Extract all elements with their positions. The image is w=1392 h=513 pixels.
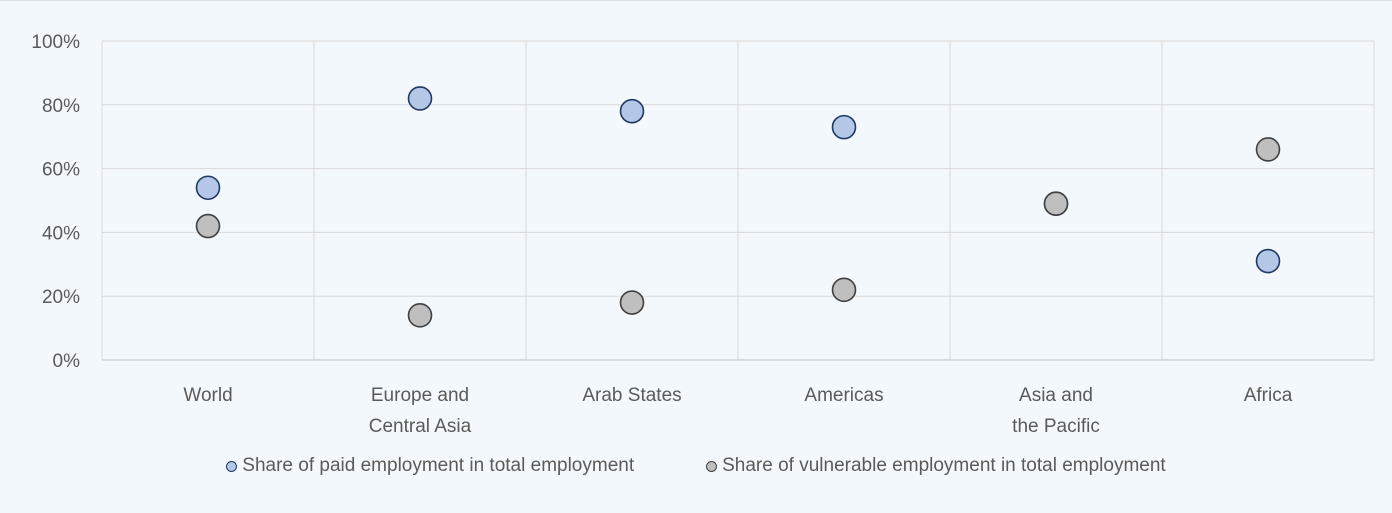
x-tick-label: Africa (1244, 385, 1293, 406)
legend: Share of paid employment in total employ… (0, 455, 1392, 477)
y-tick-label: 0% (53, 351, 81, 372)
legend-label: Share of paid employment in total employ… (242, 455, 635, 476)
legend-marker (226, 460, 238, 472)
x-tick-label: Asia and (1019, 385, 1093, 406)
point-paid-employment (1255, 248, 1281, 274)
point-vulnerable-employment (1255, 137, 1281, 162)
y-tick-label: 40% (42, 223, 80, 244)
point-paid-employment (195, 175, 221, 201)
legend-label: Share of vulnerable employment in total … (722, 455, 1166, 476)
x-tick-label: Americas (804, 385, 883, 406)
point-vulnerable-employment (619, 290, 645, 315)
x-tick-label: World (183, 385, 232, 406)
x-tick-label: the Pacific (1012, 416, 1100, 437)
legend-item: Share of vulnerable employment in total … (706, 455, 1166, 477)
y-tick-label: 80% (42, 96, 80, 117)
point-vulnerable-employment (831, 277, 857, 303)
y-tick-label: 60% (42, 160, 80, 181)
legend-item: Share of paid employment in total employ… (226, 455, 634, 477)
legend-marker (706, 460, 718, 472)
point-vulnerable-employment (1043, 191, 1069, 216)
x-tick-label: Central Asia (369, 416, 472, 437)
point-vulnerable-employment (407, 303, 433, 328)
point-paid-employment (407, 86, 433, 111)
x-tick-label: Arab States (582, 385, 681, 406)
point-paid-employment (831, 114, 857, 140)
point-paid-employment (619, 98, 645, 124)
chart-plot: 0% 20% 40% 60% 80% 100% World Europe and Central… (31, 32, 1375, 437)
y-tick-label: 20% (42, 287, 80, 308)
point-vulnerable-employment (195, 213, 221, 239)
y-tick-label: 100% (31, 32, 80, 53)
x-tick-label: Europe and (371, 385, 469, 406)
